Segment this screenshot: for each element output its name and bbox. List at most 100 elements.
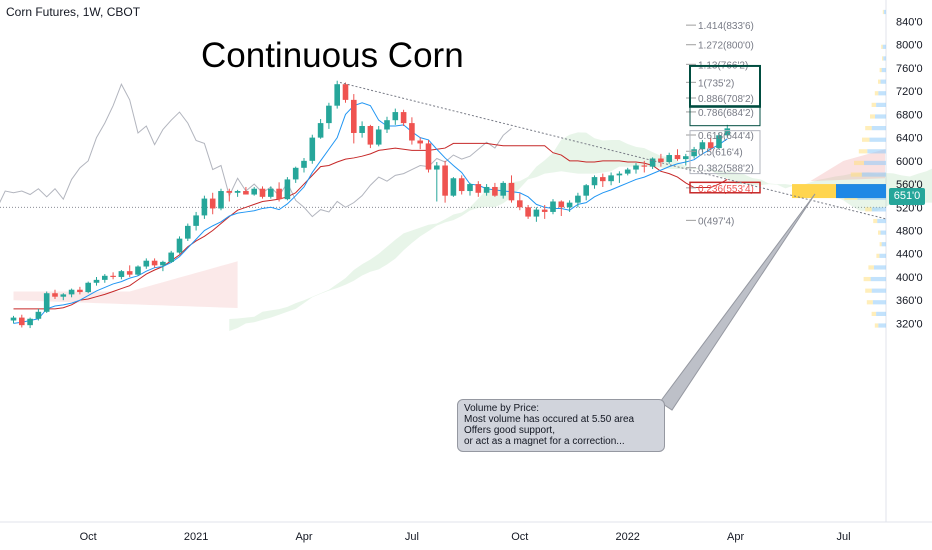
volume-bar xyxy=(876,311,886,316)
volume-bar xyxy=(874,91,879,96)
cloud-band xyxy=(13,261,238,309)
volume-bar xyxy=(864,160,886,166)
fib-label: 0.786(684'2) xyxy=(698,108,754,119)
base-line xyxy=(13,142,728,310)
candle-body xyxy=(268,188,274,197)
candle-body xyxy=(458,178,465,192)
candle-body xyxy=(234,191,241,193)
candle-body xyxy=(226,191,233,193)
note-line: Volume by Price: xyxy=(464,403,540,414)
candle-body xyxy=(160,261,166,266)
fib-label: 0.618(644'4) xyxy=(698,131,754,142)
trend-lines xyxy=(339,81,887,411)
time-tick-label: Oct xyxy=(511,531,528,543)
candle-body xyxy=(591,177,598,186)
candle-body xyxy=(475,184,482,193)
candle-body xyxy=(317,123,324,138)
time-axis[interactable]: Oct 2021 Apr Jul Oct 2022 Apr Jul xyxy=(80,531,851,543)
volume-bar xyxy=(862,137,870,142)
candle-body xyxy=(93,279,100,283)
volume-bar xyxy=(850,172,862,177)
candle-body xyxy=(209,198,216,209)
price-tick-label: 800'0 xyxy=(896,40,923,52)
price-tick-label: 840'0 xyxy=(896,17,923,29)
candle-body xyxy=(367,126,374,145)
price-tick-label: 440'0 xyxy=(896,249,923,261)
fibonacci-levels: 1.414(833'6)1.272(800'0)1.13(766'2)1(735… xyxy=(686,21,761,227)
candle-body xyxy=(525,207,531,217)
volume-bar xyxy=(882,44,886,49)
candle-body xyxy=(168,252,174,262)
volume-bar xyxy=(865,207,872,212)
volume-bar xyxy=(866,300,873,305)
candle-body xyxy=(566,202,573,208)
volume-bar xyxy=(865,126,872,131)
volume-bar xyxy=(861,172,886,177)
candle-body xyxy=(550,201,556,212)
candle-body xyxy=(52,293,58,297)
volume-bar xyxy=(880,79,886,84)
candle-body xyxy=(276,188,282,200)
candle-body xyxy=(483,186,490,193)
price-tick-label: 520'0 xyxy=(896,202,923,214)
conversion-line xyxy=(13,102,728,324)
fib-label: 0.236(553'4) xyxy=(698,184,754,195)
candlesticks xyxy=(10,80,731,329)
candle-body xyxy=(218,191,224,209)
candle-body xyxy=(251,188,257,195)
candle-body xyxy=(707,142,714,149)
fib-label: 0(497'4) xyxy=(698,216,734,227)
candle-body xyxy=(666,155,672,163)
volume-bar xyxy=(879,253,886,258)
candle-body xyxy=(292,167,299,180)
volume-note[interactable]: Volume by Price: Most volume has occured… xyxy=(457,399,665,452)
note-pointer xyxy=(659,193,816,411)
volume-bar xyxy=(869,137,886,142)
note-line: Offers good support, xyxy=(464,425,555,436)
volume-bar xyxy=(881,67,886,73)
candle-body xyxy=(375,129,382,145)
candle-body xyxy=(641,165,648,167)
candle-body xyxy=(616,173,623,176)
candle-body xyxy=(143,260,150,267)
candle-body xyxy=(467,184,473,192)
candle-body xyxy=(417,140,423,144)
volume-bar xyxy=(875,114,886,119)
volume-bar xyxy=(867,149,886,154)
price-axis[interactable]: 840'0800'0760'0720'0680'0640'0600'0560'0… xyxy=(896,17,923,331)
volume-bar xyxy=(863,276,871,282)
candle-body xyxy=(85,282,91,293)
candle-body xyxy=(699,142,706,150)
volume-bar xyxy=(877,218,886,224)
volume-bar xyxy=(873,218,878,224)
price-tick-label: 640'0 xyxy=(896,133,923,145)
candle-body xyxy=(691,149,697,157)
candle-body xyxy=(243,191,249,195)
candle-body xyxy=(400,112,407,124)
price-tick-label: 400'0 xyxy=(896,272,923,284)
fib-box xyxy=(689,105,761,127)
volume-bar xyxy=(872,300,886,305)
volume-bar xyxy=(870,276,886,282)
volume-bar xyxy=(876,102,886,107)
volume-bar xyxy=(879,242,882,247)
fib-box xyxy=(689,64,761,108)
candle-body xyxy=(492,186,498,196)
candle-body xyxy=(624,169,631,174)
volume-bar xyxy=(883,56,886,61)
candle-body xyxy=(674,155,681,160)
volume-bar xyxy=(878,79,881,84)
candle-body xyxy=(342,84,349,100)
candle-body xyxy=(575,195,581,203)
price-tick-label: 600'0 xyxy=(896,156,923,168)
price-tick-label: 760'0 xyxy=(896,63,923,75)
time-tick-label: Apr xyxy=(727,531,744,543)
volume-bar xyxy=(878,230,881,235)
volume-bar xyxy=(870,114,875,119)
volume-bar xyxy=(879,67,882,73)
candle-body xyxy=(102,275,108,280)
candle-body xyxy=(309,137,316,161)
candle-body xyxy=(359,126,365,133)
candle-body xyxy=(68,289,75,295)
